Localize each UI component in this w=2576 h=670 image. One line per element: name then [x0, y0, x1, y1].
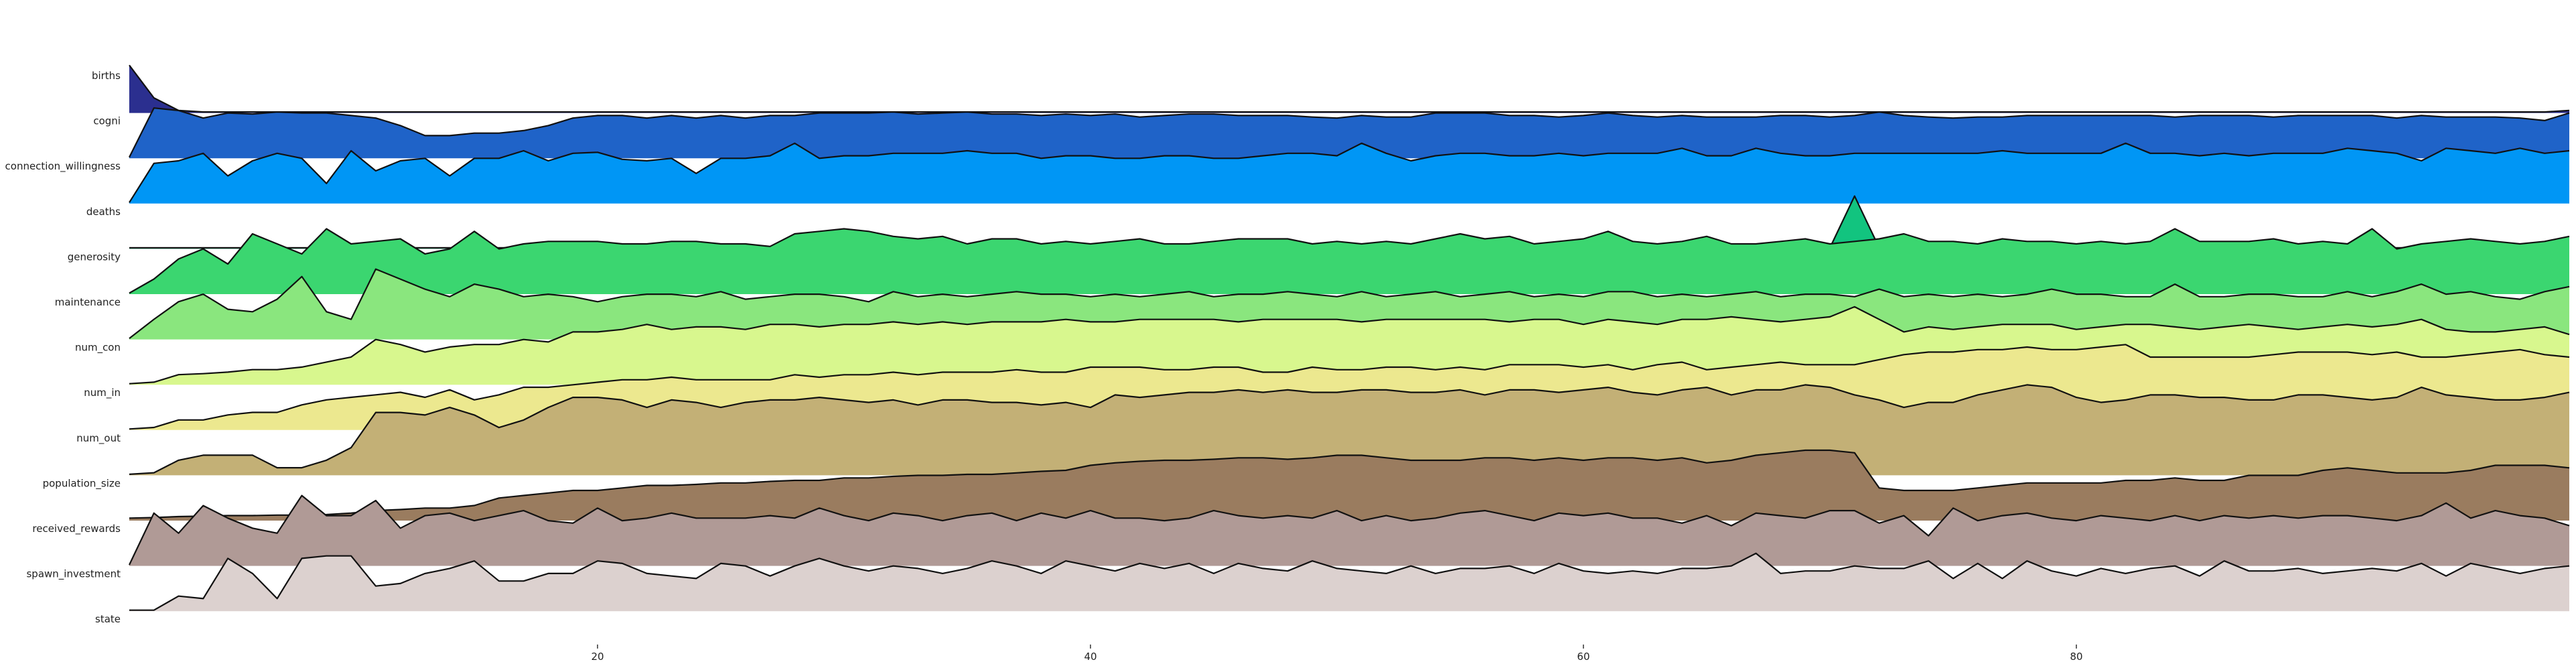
ridge-series-group	[129, 64, 2570, 612]
ridge-area-maintenance	[129, 269, 2569, 340]
x-tick-label-20: 20	[591, 651, 604, 663]
ridge-generosity	[129, 228, 2570, 294]
ridge-line-num-con	[129, 306, 2570, 385]
row-label-num-in: num_in	[84, 387, 121, 399]
row-label-deaths: deaths	[86, 206, 121, 218]
ridge-line-cogni	[129, 107, 2570, 158]
row-label-received-rewards: received_rewards	[32, 523, 121, 535]
ridge-area-generosity	[129, 228, 2569, 294]
row-label-maintenance: maintenance	[55, 296, 121, 308]
row-label-cogni: cogni	[93, 115, 121, 127]
row-label-births: births	[92, 70, 121, 82]
ridge-line-connection-willingness	[129, 142, 2570, 203]
row-label-connection-willingness: connection_willingness	[5, 160, 121, 173]
ridge-line-generosity	[129, 228, 2570, 294]
ridge-line-population-size	[129, 449, 2570, 519]
ridge-maintenance	[129, 268, 2570, 340]
ridge-area-spawn-investment	[129, 553, 2569, 612]
row-label-spawn-investment: spawn_investment	[26, 568, 121, 581]
ridge-births	[129, 64, 2570, 113]
x-tick-label-60: 60	[1577, 651, 1590, 663]
ridge-area-births	[129, 65, 2569, 113]
x-tick-label-40: 40	[1084, 651, 1097, 663]
x-axis: 20 40 60 80	[591, 645, 2083, 663]
ridge-area-population-size	[129, 450, 2569, 521]
row-label-num-con: num_con	[75, 342, 121, 354]
ridge-cogni	[129, 107, 2570, 159]
ridge-line-spawn-investment	[129, 552, 2570, 611]
ridge-area-cogni	[129, 108, 2569, 159]
ridge-line-maintenance	[129, 268, 2570, 339]
row-label-state: state	[95, 613, 121, 625]
ridge-num-out	[129, 384, 2570, 476]
row-label-num-out: num_out	[76, 432, 121, 445]
ridge-line-received-rewards	[129, 494, 2570, 565]
row-label-generosity: generosity	[68, 251, 121, 263]
ridge-line-num-out	[129, 384, 2570, 475]
ridge-spawn-investment	[129, 552, 2570, 612]
ridge-line-num-in	[129, 344, 2570, 430]
ridge-population-size	[129, 449, 2570, 521]
ridge-area-received-rewards	[129, 495, 2569, 566]
ridge-line-births	[129, 64, 2570, 113]
ridge-connection-willingness	[129, 142, 2570, 204]
x-tick-label-80: 80	[2070, 651, 2082, 663]
ridge-line-deaths	[129, 195, 2569, 249]
ridge-area-num-out	[129, 385, 2569, 476]
row-label-population-size: population_size	[43, 477, 121, 490]
ridge-received-rewards	[129, 494, 2570, 566]
